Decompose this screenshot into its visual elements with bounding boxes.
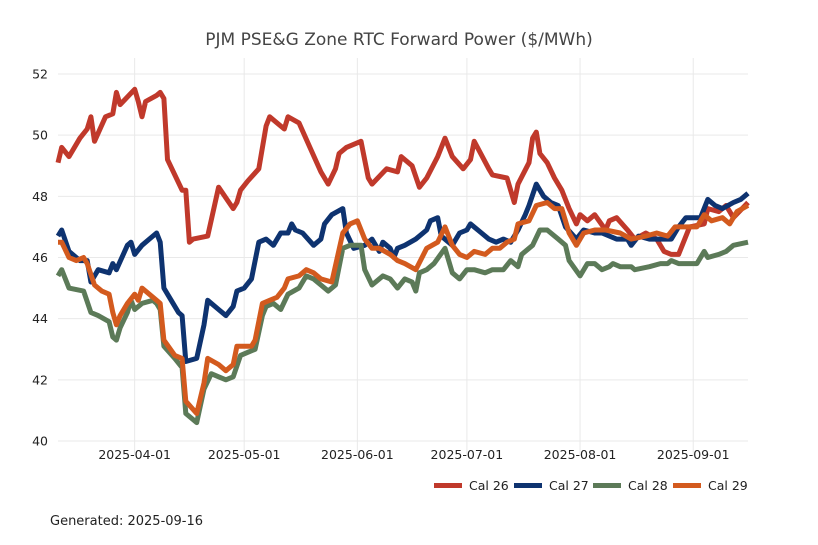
legend-item: Cal 28 xyxy=(593,478,668,493)
series-lines xyxy=(55,86,750,426)
x-axis-ticks: 2025-04-01 2025-05-01 2025-06-01 2025-07-01… xyxy=(98,447,729,462)
y-tick-label: 46 xyxy=(32,250,48,265)
legend-label: Cal 27 xyxy=(549,478,589,493)
legend-label: Cal 29 xyxy=(708,478,748,493)
x-tick-label: 2025-04-01 xyxy=(98,447,171,462)
y-tick-label: 40 xyxy=(32,434,48,449)
y-tick-label: 52 xyxy=(32,67,48,82)
series-line-cal-29 xyxy=(58,200,750,416)
x-tick-label: 2025-06-01 xyxy=(321,447,394,462)
x-tick-label: 2025-08-01 xyxy=(544,447,617,462)
generated-footer: Generated: 2025-09-16 xyxy=(50,514,203,529)
y-axis-ticks: 40 42 44 46 48 50 52 xyxy=(32,67,48,449)
legend-item: Cal 26 xyxy=(434,478,509,493)
x-tick-label: 2025-09-01 xyxy=(657,447,730,462)
y-tick-label: 42 xyxy=(32,372,48,387)
y-tick-label: 50 xyxy=(32,128,48,143)
y-tick-label: 48 xyxy=(32,189,48,204)
x-tick-label: 2025-07-01 xyxy=(431,447,504,462)
legend-item: Cal 27 xyxy=(514,478,589,493)
grid xyxy=(58,58,748,456)
legend-item: Cal 29 xyxy=(673,478,748,493)
legend-label: Cal 26 xyxy=(469,478,509,493)
x-tick-label: 2025-05-01 xyxy=(208,447,281,462)
legend-label: Cal 28 xyxy=(628,478,668,493)
legend: Cal 26 Cal 27 Cal 28 Cal 29 xyxy=(434,478,748,493)
chart-title: PJM PSE&G Zone RTC Forward Power ($/MWh) xyxy=(205,30,593,50)
series-line-cal-27 xyxy=(55,181,750,364)
series-line-cal-26 xyxy=(55,86,750,257)
y-tick-label: 44 xyxy=(32,311,48,326)
